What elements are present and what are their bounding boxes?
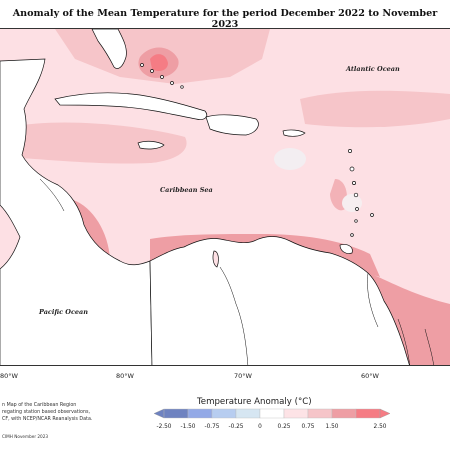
legend-swatch-3 <box>211 408 237 419</box>
caribbean-sea-label: Caribbean Sea <box>160 186 213 194</box>
legend-swatch-9 <box>355 408 381 419</box>
land-jamaica <box>137 140 165 150</box>
land-grenada <box>350 233 354 237</box>
country-borders <box>39 178 434 365</box>
land-barbados <box>370 213 374 217</box>
land-masses <box>0 29 410 365</box>
land-bahamas-4 <box>170 81 174 85</box>
land-bahamas-5 <box>180 85 184 89</box>
land-cuba <box>54 92 208 120</box>
legend-tick-label: -1.50 <box>180 424 196 430</box>
anomaly-patch-east <box>300 90 450 128</box>
anomaly-patch-west-caribbean <box>10 122 187 164</box>
legend-tick-label: 2.50 <box>373 424 387 430</box>
land-dominica <box>352 181 356 185</box>
land-trinidad <box>339 244 353 254</box>
border-guyana-suriname <box>397 318 410 365</box>
land-florida <box>91 29 127 69</box>
legend-swatch-6 <box>283 408 309 419</box>
land-martinique <box>353 192 359 198</box>
land-st-vincent <box>354 219 358 223</box>
note-line-1: n Map of the Caribbean Region <box>2 403 77 408</box>
land-bahamas-1 <box>140 63 144 67</box>
lon-label-2: 80°W <box>116 372 134 380</box>
legend-swatch-1 <box>163 408 189 419</box>
border-colombia-venezuela <box>219 266 249 365</box>
lon-label-4: 60°W <box>361 372 379 380</box>
note-line-2: regating station based observations, <box>2 410 91 415</box>
legend-swatch-7 <box>307 408 333 419</box>
legend-swatch-4 <box>235 408 261 419</box>
legend-cap-left <box>153 408 165 419</box>
legend-swatch-8 <box>331 408 357 419</box>
land-central-america <box>0 58 153 365</box>
anomaly-patch-bahamas-core <box>150 54 168 71</box>
land-south-america <box>149 236 410 365</box>
land-bahamas-3 <box>160 75 164 79</box>
legend-swatch-2 <box>187 408 213 419</box>
lake-maracaibo <box>212 250 219 268</box>
legend-tick-label: 0 <box>258 424 262 430</box>
anomaly-patch-guadeloupe-neutral <box>342 194 362 212</box>
map-title: Anomaly of the Mean Temperature for the … <box>12 8 438 30</box>
border-suriname-fguiana <box>424 328 434 365</box>
legend-tick-label: -0.75 <box>204 424 220 430</box>
legend-swatch-5 <box>259 408 285 419</box>
land-st-lucia <box>355 207 359 211</box>
land-antigua <box>348 149 352 153</box>
border-central-america <box>39 178 65 212</box>
legend-tick-label: -2.50 <box>156 424 172 430</box>
border-venezuela-guyana <box>367 272 379 328</box>
atlantic-ocean-label: Atlantic Ocean <box>346 65 400 73</box>
legend-tick-label: 1.50 <box>325 424 339 430</box>
legend-title: Temperature Anomaly (°C) <box>197 397 312 407</box>
credit-text: CIMH November 2023 <box>2 434 49 439</box>
anomaly-patch-puerto-rico-neutral <box>274 148 306 170</box>
legend-cap-right <box>379 408 391 419</box>
land-bahamas-2 <box>150 69 154 73</box>
note-line-3: CF, with NCEP/NCAR Reanalysis Data. <box>2 417 93 422</box>
map-svg <box>0 29 450 365</box>
pacific-ocean-label: Pacific Ocean <box>39 308 88 316</box>
legend-tick-label: 0.75 <box>301 424 315 430</box>
legend-tick-label: -0.25 <box>228 424 244 430</box>
lon-label-3: 70°W <box>234 372 252 380</box>
anomaly-map: Atlantic Ocean Caribbean Sea Pacific Oce… <box>0 28 450 366</box>
land-hispaniola <box>205 114 259 136</box>
legend-colorbar <box>153 408 391 419</box>
land-guadeloupe <box>349 166 355 172</box>
legend-tick-label: 0.25 <box>277 424 291 430</box>
land-puerto-rico <box>282 129 306 137</box>
lon-label-1: 80°W <box>0 372 18 380</box>
